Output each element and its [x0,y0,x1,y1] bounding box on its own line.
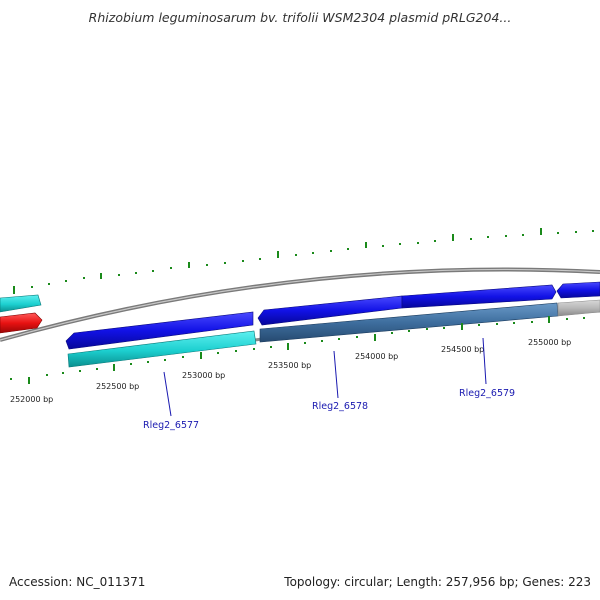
bp-label-255000: 255000 bp [528,338,571,347]
bp-label-253500: 253500 bp [268,361,311,370]
outer-tick-marks [13,228,594,294]
gene-leader-rleg2-6578 [333,350,339,399]
gene-arrow-rleg2-6577 [65,311,254,350]
gene-arrow-left-cyan [0,294,42,313]
map-title: Rhizobium leguminosarum bv. trifolii WSM… [88,10,512,25]
gene-arrow-reverse-grey [557,299,600,317]
gene-label-rleg2-6577[interactable]: Rleg2_6577 [143,420,199,431]
gene-arrow-rleg2-6579 [401,284,557,309]
bp-label-252500: 252500 bp [96,382,139,391]
bp-label-253000: 253000 bp [182,371,225,380]
gene-label-rleg2-6579[interactable]: Rleg2_6579 [459,388,515,399]
gene-arrow-reverse-cyan [67,330,257,368]
inner-tick-marks [10,316,585,384]
bp-label-254500: 254500 bp [441,345,484,354]
gene-leader-rleg2-6577 [163,371,172,417]
genome-summary-text: Topology: circular; Length: 257,956 bp; … [284,575,591,589]
accession-text: Accession: NC_011371 [9,575,146,589]
gene-leader-rleg2-6579 [482,337,487,385]
gene-arrow-left-red [0,312,43,334]
gene-label-rleg2-6578[interactable]: Rleg2_6578 [312,401,368,412]
bp-label-254000: 254000 bp [355,352,398,361]
gene-arrow-next [556,281,600,299]
bp-label-252000: 252000 bp [10,395,53,404]
